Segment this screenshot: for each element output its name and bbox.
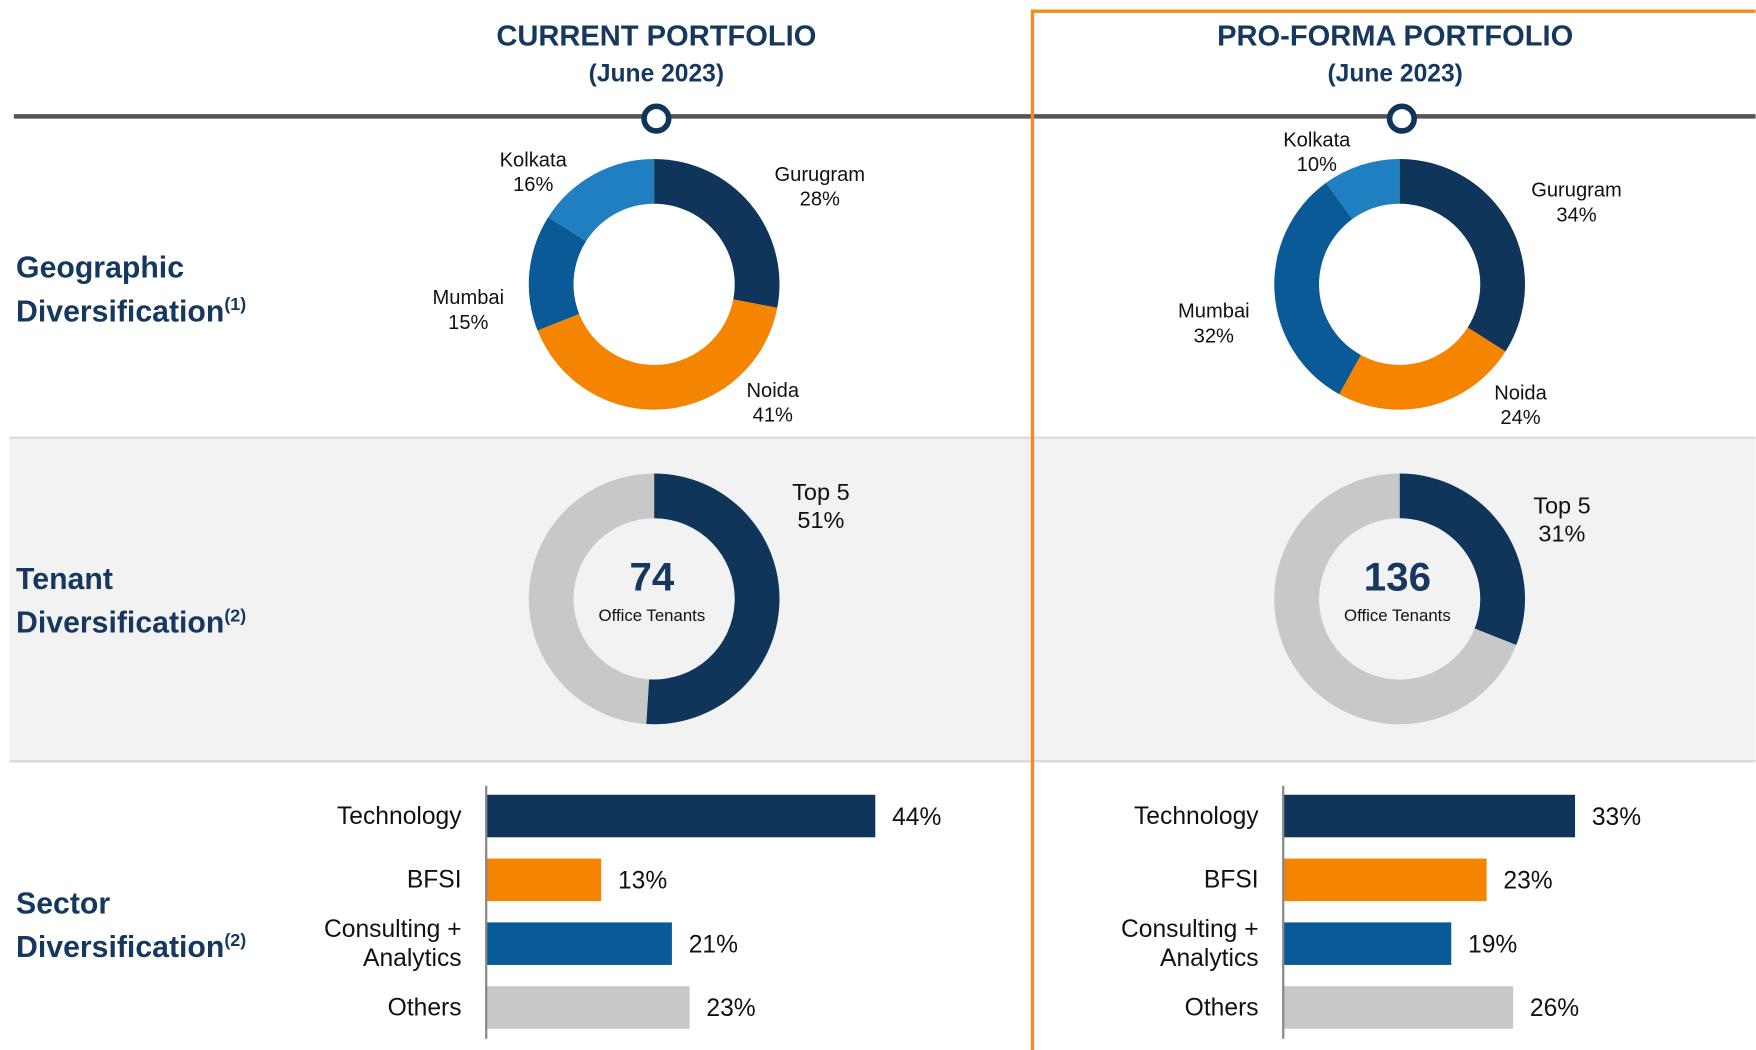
slice-value: 24% bbox=[1500, 407, 1540, 429]
donut-slice bbox=[1339, 327, 1506, 410]
bar-value: 26% bbox=[1530, 995, 1579, 1022]
text-box: BFSI bbox=[274, 835, 462, 925]
bar-value: 21% bbox=[689, 931, 738, 958]
donut-slice bbox=[1274, 473, 1517, 725]
bar-category: BFSI bbox=[1203, 865, 1259, 894]
slice-label: Mumbai bbox=[433, 287, 505, 309]
donut-slice bbox=[528, 473, 655, 725]
bar-category: Consulting + Analytics bbox=[323, 914, 462, 972]
donut-slice bbox=[528, 217, 587, 331]
bar-value: 19% bbox=[1468, 931, 1517, 958]
bar-value: 23% bbox=[1503, 868, 1552, 895]
row-label: Tenant Diversification(2) bbox=[16, 560, 307, 642]
text-box: BFSI bbox=[1071, 835, 1259, 925]
center-value: 74 bbox=[629, 554, 674, 599]
donut-slice bbox=[1274, 182, 1361, 395]
row-band bbox=[9, 437, 1756, 762]
slice-label: Noida bbox=[746, 380, 799, 402]
text-box: Others bbox=[274, 963, 462, 1050]
bar bbox=[1283, 858, 1487, 902]
column-title: PRO-FORMA PORTFOLIO bbox=[1217, 21, 1573, 53]
bar-category: Others bbox=[387, 992, 462, 1021]
slice-value: 28% bbox=[800, 189, 840, 211]
column-subtitle: (June 2023) bbox=[1327, 61, 1462, 88]
slice-label: Kolkata bbox=[1283, 129, 1351, 151]
slice-value: 51% bbox=[797, 507, 844, 533]
column-subtitle: (June 2023) bbox=[589, 61, 724, 88]
bar-value: 23% bbox=[706, 995, 755, 1022]
bar bbox=[486, 794, 876, 838]
slice-label: Kolkata bbox=[500, 150, 568, 172]
donut-slice bbox=[1399, 473, 1526, 646]
text-box: Others bbox=[1071, 963, 1259, 1050]
bar-category: Technology bbox=[1133, 801, 1259, 830]
column-title: CURRENT PORTFOLIO bbox=[496, 21, 816, 53]
slice-label: Mumbai bbox=[1178, 301, 1250, 323]
bar-value: 33% bbox=[1592, 804, 1641, 831]
donut-slice bbox=[646, 473, 780, 725]
slice-value: 34% bbox=[1556, 204, 1596, 226]
row-label: Sector Diversification(2) bbox=[16, 884, 307, 966]
timeline-marker bbox=[641, 103, 672, 134]
row-label-text: Tenant Diversification bbox=[16, 561, 225, 640]
slice-value: 32% bbox=[1194, 325, 1234, 347]
donut-slice bbox=[654, 158, 780, 308]
category-box: Technology bbox=[1071, 771, 1259, 861]
slice-value: 31% bbox=[1538, 520, 1585, 546]
center-label: Office Tenants bbox=[1344, 606, 1451, 625]
slice-label: Noida bbox=[1494, 382, 1547, 404]
footnote-ref: (2) bbox=[224, 606, 247, 626]
bar-category: Others bbox=[1184, 992, 1259, 1021]
donut-slice bbox=[1325, 158, 1400, 220]
bar-value: 44% bbox=[892, 804, 941, 831]
slice-label: Gurugram bbox=[774, 164, 865, 186]
category-box: Others bbox=[274, 963, 462, 1050]
slice-label: Gurugram bbox=[1531, 180, 1622, 202]
slice-value: 10% bbox=[1297, 154, 1337, 176]
bar bbox=[1283, 794, 1576, 838]
category-box: Consulting + Analytics bbox=[1071, 899, 1259, 989]
donut-slice bbox=[1399, 158, 1526, 352]
category-box: Consulting + Analytics bbox=[274, 899, 462, 989]
center-label: Office Tenants bbox=[599, 606, 706, 625]
bar-category: Technology bbox=[336, 801, 462, 830]
bar bbox=[486, 986, 690, 1029]
slice-value: 41% bbox=[753, 405, 793, 427]
slice-label: Top 5 bbox=[792, 479, 850, 505]
donut-slice bbox=[548, 158, 655, 242]
row-label-text: Sector Diversification bbox=[16, 886, 225, 964]
text-box: Consulting + Analytics bbox=[274, 899, 462, 989]
text-box: Consulting + Analytics bbox=[1071, 899, 1259, 989]
bar bbox=[1283, 922, 1452, 965]
category-box: BFSI bbox=[274, 835, 462, 925]
category-box: Others bbox=[1071, 963, 1259, 1050]
bar bbox=[486, 858, 602, 902]
center-value: 136 bbox=[1364, 554, 1431, 599]
bar bbox=[486, 922, 672, 965]
text-box: Tenant Diversification(2) bbox=[16, 560, 307, 642]
text-box: Technology bbox=[274, 771, 462, 861]
pro-forma-frame bbox=[1030, 9, 1756, 1050]
footnote-ref: (2) bbox=[224, 931, 247, 951]
bar-value: 13% bbox=[618, 868, 667, 895]
text-box: Technology bbox=[1071, 771, 1259, 861]
category-box: BFSI bbox=[1071, 835, 1259, 925]
row-label: Geographic Diversification(1) bbox=[16, 249, 307, 331]
donut-slice bbox=[537, 299, 778, 410]
bar bbox=[1283, 986, 1514, 1029]
slice-value: 15% bbox=[448, 312, 488, 334]
timeline-marker bbox=[1386, 103, 1417, 134]
bar-category: BFSI bbox=[406, 865, 462, 894]
slice-label: Top 5 bbox=[1533, 492, 1591, 518]
text-box: Geographic Diversification(1) bbox=[16, 249, 307, 331]
bar-category: Consulting + Analytics bbox=[1120, 914, 1259, 972]
row-label-text: Geographic Diversification bbox=[16, 250, 225, 328]
text-box: Sector Diversification(2) bbox=[16, 884, 307, 966]
slice-value: 16% bbox=[513, 174, 553, 196]
category-box: Technology bbox=[274, 771, 462, 861]
footnote-ref: (1) bbox=[224, 295, 247, 315]
